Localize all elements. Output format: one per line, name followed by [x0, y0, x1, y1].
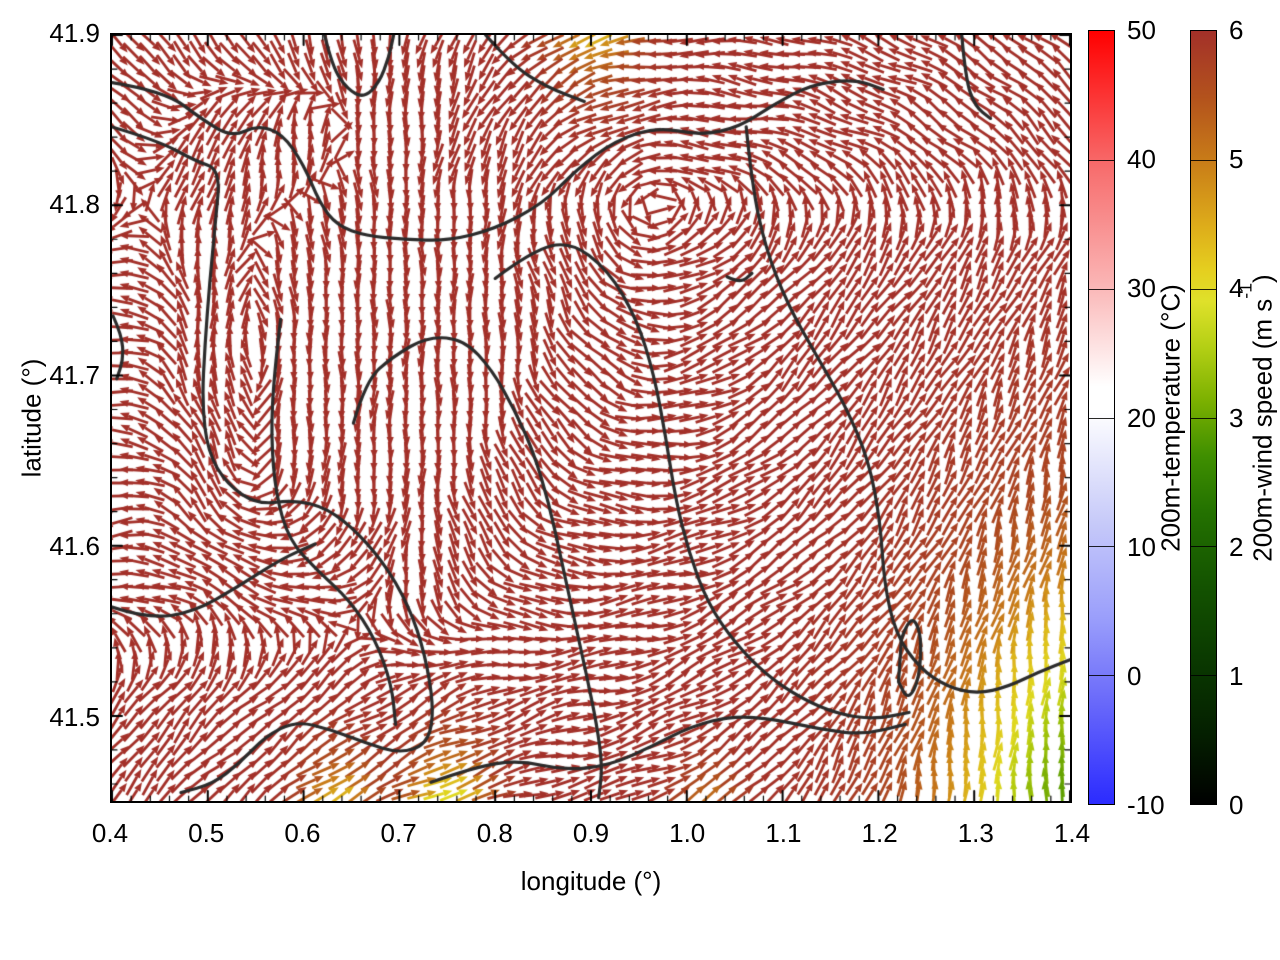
- wind-speed-tick-label: 6: [1229, 15, 1244, 45]
- temperature-tick-label: -10: [1127, 790, 1165, 820]
- colorbar-tick-mark: [1089, 417, 1114, 419]
- temperature-tick-label: 30: [1127, 273, 1156, 304]
- x-tick-label: 0.5: [188, 818, 225, 848]
- plot-area: [110, 33, 1072, 803]
- colorbar-tick-mark: [1089, 159, 1114, 161]
- colorbar-tick-mark: [1191, 675, 1216, 677]
- wind-speed-colorbar-title: 200m-wind speed (m s-1): [1236, 274, 1279, 562]
- x-tick-label: 1.1: [765, 818, 802, 848]
- x-tick-label: 0.9: [572, 818, 610, 848]
- x-axis-title: longitude (°): [520, 866, 662, 896]
- temperature-tick-label: 50: [1127, 15, 1156, 45]
- colorbar-tick-mark: [1089, 546, 1114, 548]
- wind-speed-colorbar: [1190, 30, 1217, 805]
- temperature-colorbar: [1088, 30, 1115, 805]
- wind-title-main: 200m-wind speed (m s: [1247, 298, 1278, 562]
- x-tick-label: 1.2: [861, 818, 898, 848]
- wind-speed-tick-label: 3: [1229, 402, 1244, 433]
- colorbar-tick-mark: [1089, 675, 1114, 677]
- colorbar-tick-mark: [1191, 417, 1216, 419]
- temperature-tick-label: 10: [1127, 531, 1156, 562]
- y-tick-label: 41.5: [49, 702, 100, 733]
- colorbar-tick-mark: [1191, 159, 1216, 161]
- x-tick-label: 0.8: [476, 818, 513, 848]
- colorbar-tick-mark: [1191, 546, 1216, 548]
- x-tick-label: 1.3: [957, 818, 994, 848]
- colorbar-tick-mark: [1089, 288, 1114, 290]
- wind-speed-tick-label: 1: [1229, 660, 1244, 691]
- wind-speed-tick-label: 0: [1229, 790, 1244, 820]
- x-tick-label: 0.6: [284, 818, 321, 848]
- x-tick-label: 0.7: [380, 818, 417, 848]
- wind-title-end: ): [1247, 274, 1278, 283]
- temperature-tick-label: 40: [1127, 144, 1156, 175]
- x-tick-label: 1.4: [1053, 818, 1091, 848]
- y-tick-label: 41.8: [49, 189, 100, 220]
- wind-speed-tick-label: 4: [1229, 273, 1244, 304]
- temperature-tick-label: 0: [1127, 660, 1142, 691]
- colorbar-tick-mark: [1191, 288, 1216, 290]
- x-tick-label: 0.4: [91, 818, 129, 848]
- temperature-colorbar-title: 200m-temperature (°C): [1155, 284, 1186, 552]
- x-tick-label: 1.0: [669, 818, 706, 848]
- quiver-contour-canvas: [112, 35, 1070, 801]
- temperature-tick-label: 20: [1127, 402, 1156, 433]
- wind-speed-tick-label: 5: [1229, 144, 1244, 175]
- y-tick-label: 41.7: [49, 360, 100, 391]
- y-tick-label: 41.9: [49, 18, 100, 48]
- y-tick-label: 41.6: [49, 531, 100, 562]
- wind-speed-tick-label: 2: [1229, 531, 1244, 562]
